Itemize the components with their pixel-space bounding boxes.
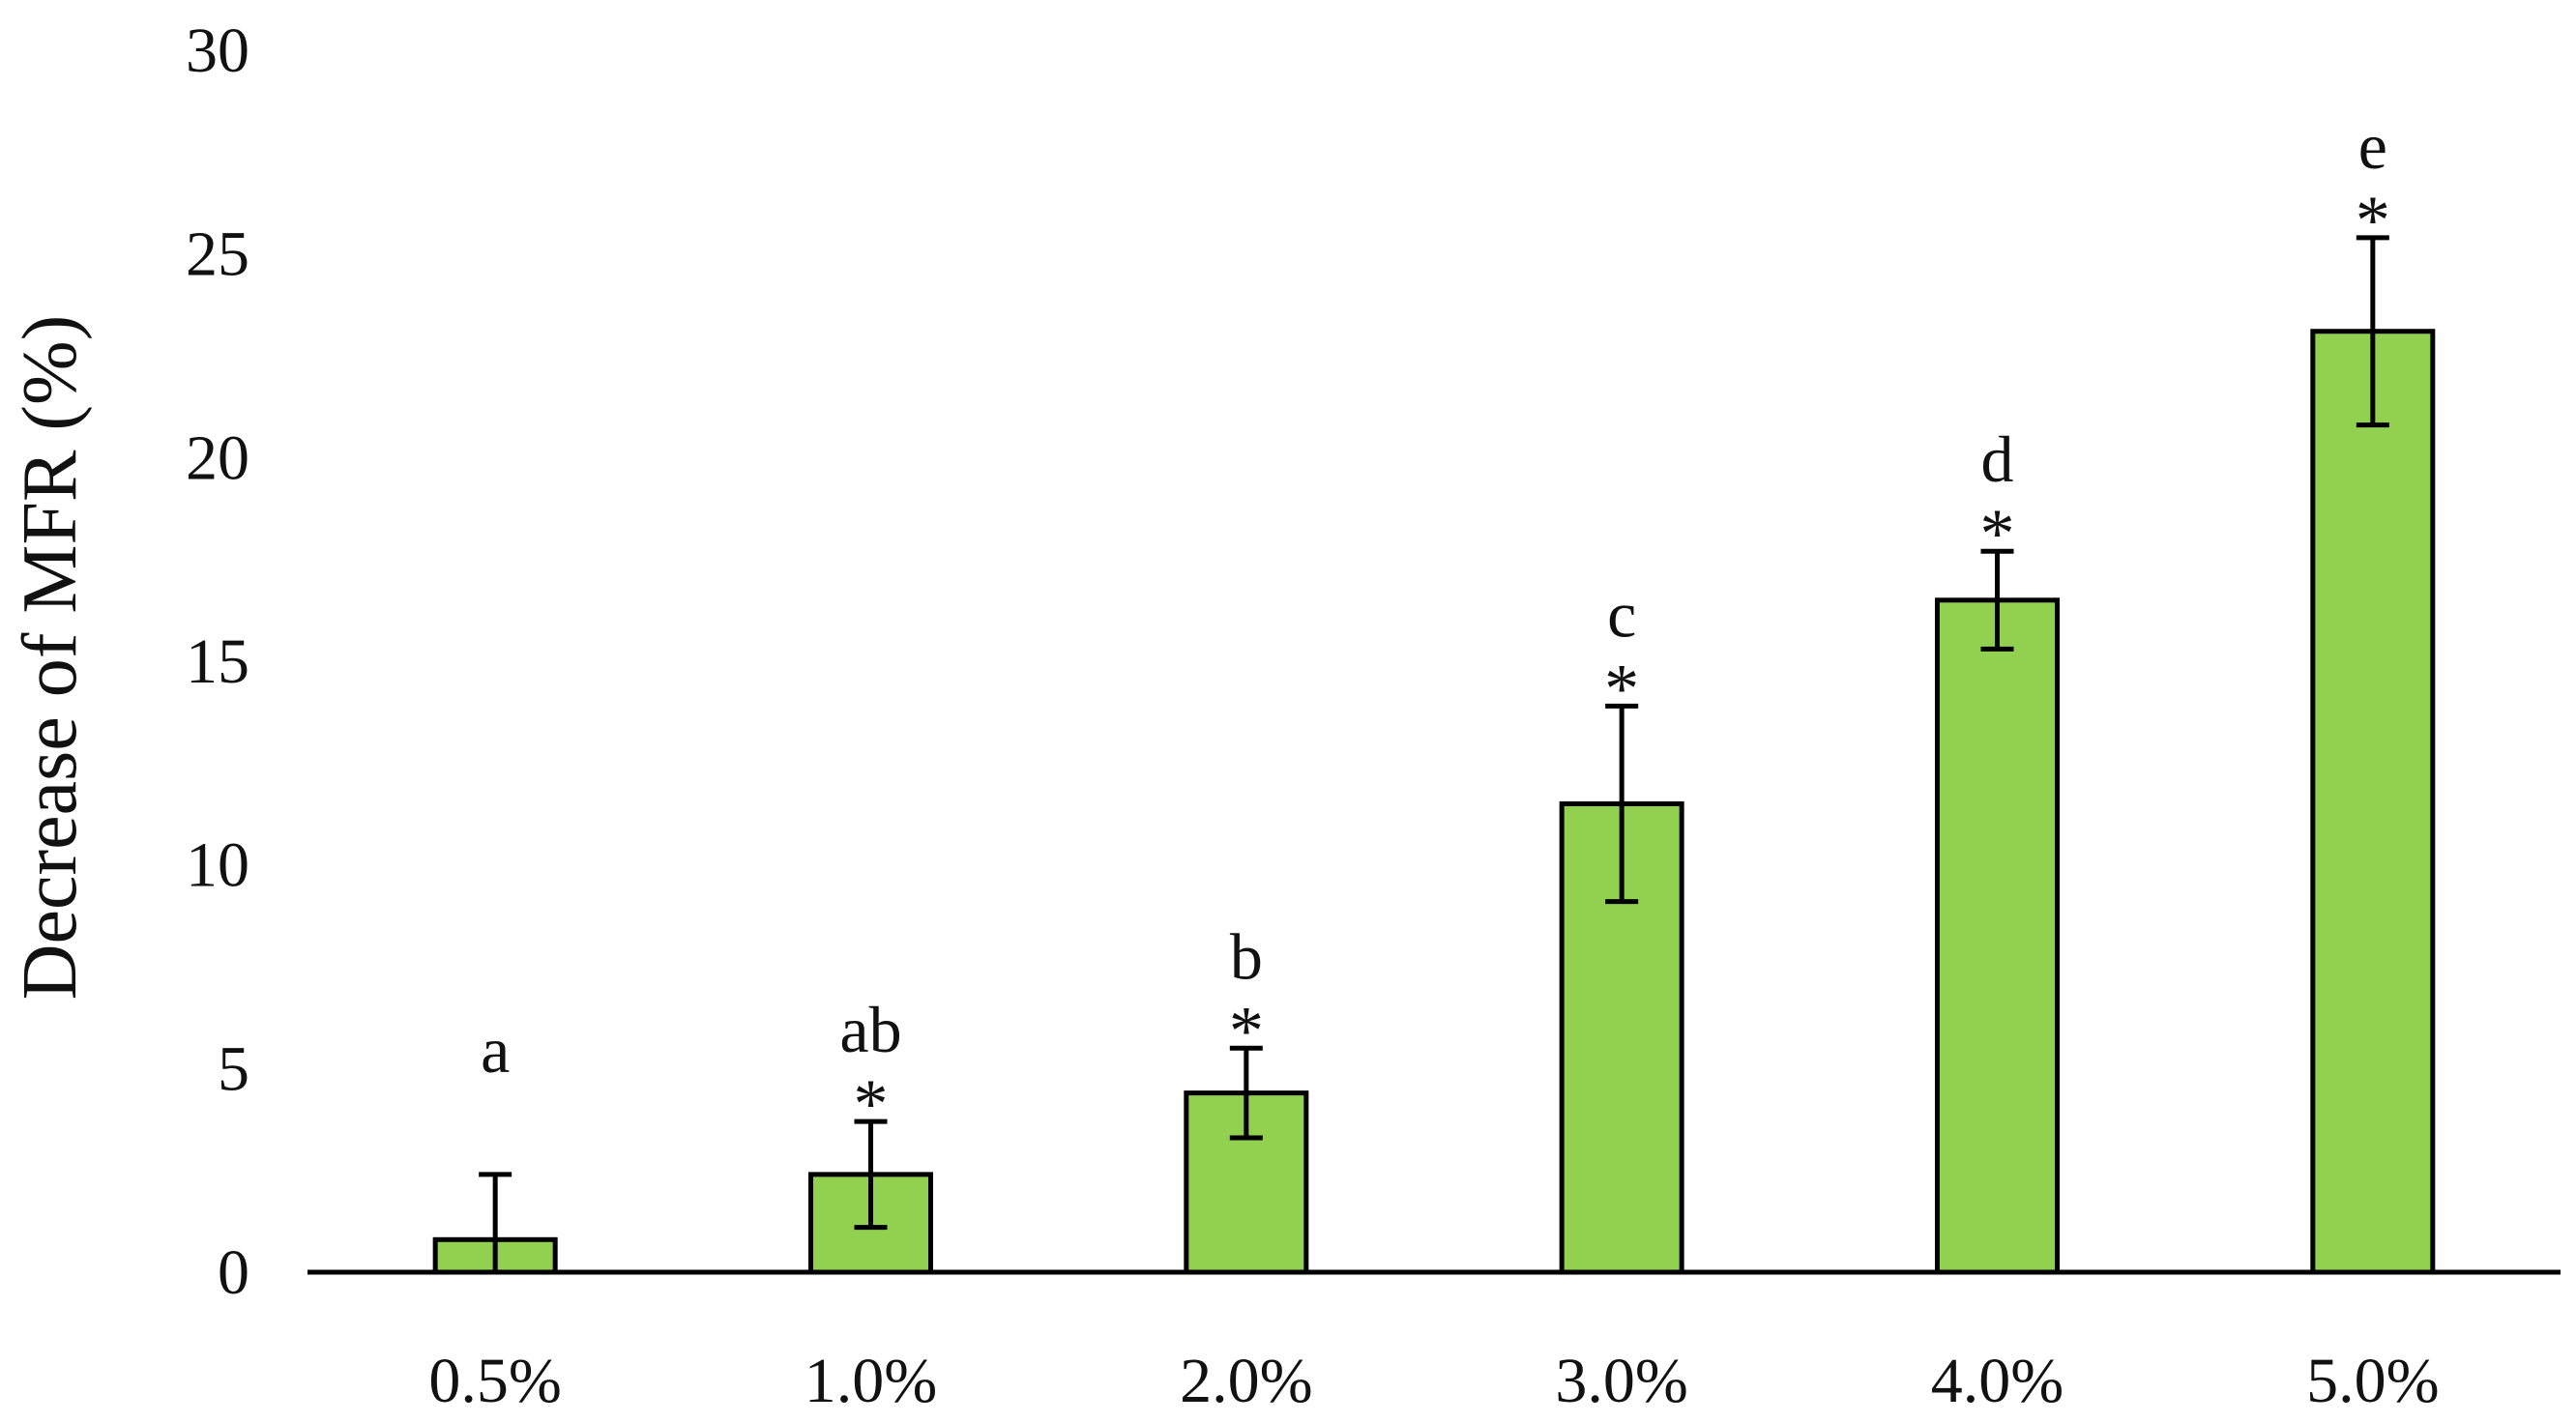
significance-letter: a xyxy=(481,1013,510,1087)
significance-letter: b xyxy=(1230,919,1263,993)
x-tick-label: 4.0% xyxy=(1931,1346,2064,1416)
x-tick-label: 3.0% xyxy=(1555,1346,1687,1416)
y-tick-label: 30 xyxy=(186,15,249,86)
bar xyxy=(1935,597,2060,1275)
y-axis-title: Decrease of MFR (%) xyxy=(8,315,93,1001)
y-tick-labels: 0 5 10 15 20 25 30 xyxy=(186,15,249,1308)
bar xyxy=(2310,329,2436,1275)
bars xyxy=(432,329,2436,1275)
y-tick-label: 10 xyxy=(186,830,249,901)
significance-star: * xyxy=(1980,495,2015,572)
significance-annotations: a*ab *b*c*d*e xyxy=(481,109,2390,1143)
significance-letter: c xyxy=(1607,577,1636,651)
bar xyxy=(1559,800,1684,1275)
error-bars xyxy=(479,235,2389,1272)
y-tick-label: 5 xyxy=(218,1033,249,1104)
y-tick-label: 20 xyxy=(186,422,249,493)
significance-star: * xyxy=(1604,650,1639,727)
y-tick-label: 0 xyxy=(218,1237,249,1308)
significance-star: * xyxy=(1229,992,1264,1069)
significance-letter: ab xyxy=(839,993,901,1066)
significance-letter: d xyxy=(1981,422,2014,496)
x-tick-label: 5.0% xyxy=(2306,1346,2439,1416)
significance-star: * xyxy=(854,1065,889,1143)
y-tick-label: 25 xyxy=(186,219,249,290)
x-tick-label: 2.0% xyxy=(1180,1346,1312,1416)
significance-letter: e xyxy=(2358,109,2387,183)
x-tick-label: 1.0% xyxy=(805,1346,937,1416)
y-tick-label: 15 xyxy=(186,626,249,697)
x-tick-label: 0.5% xyxy=(428,1346,561,1416)
x-tick-labels: 0.5% 1.0% 2.0% 3.0% 4.0% 5.0% xyxy=(428,1346,2439,1416)
significance-star: * xyxy=(2356,182,2390,259)
